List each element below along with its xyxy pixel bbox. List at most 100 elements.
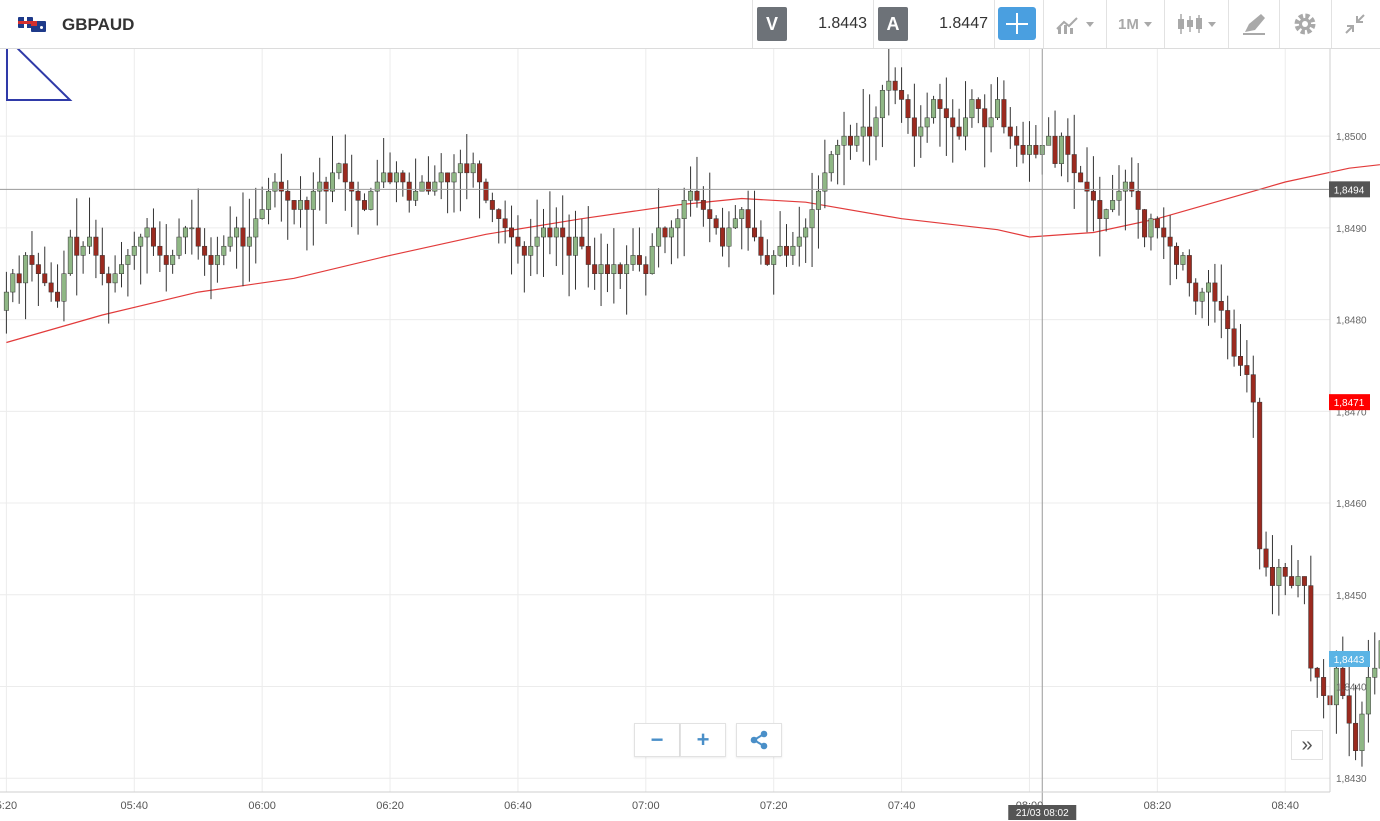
toolbar: GBPAUD V 1.8443 A 1.8447 1M [0, 0, 1380, 49]
candle [464, 134, 470, 200]
candle [1001, 80, 1007, 134]
candle [790, 231, 796, 265]
candle [1353, 684, 1359, 761]
candle [285, 180, 291, 240]
candle [1231, 309, 1237, 367]
y-tick-label: 1,8480 [1336, 316, 1367, 327]
candle [291, 200, 297, 225]
candle [534, 199, 540, 275]
drawing-pen-icon [1243, 14, 1265, 35]
scroll-to-latest-button[interactable]: » [1291, 730, 1323, 760]
candle [1193, 278, 1199, 315]
candle [521, 241, 527, 293]
candle [304, 196, 310, 251]
candle [349, 154, 355, 228]
ask-value: 1.8447 [939, 15, 988, 32]
candle [361, 193, 367, 212]
candle [886, 49, 892, 116]
collapse-button[interactable] [1343, 8, 1367, 40]
candle [873, 106, 879, 161]
crosshair-price-tag: 1,8494 [1329, 181, 1370, 198]
zoom-in-button[interactable]: + [680, 723, 726, 757]
candle [950, 99, 956, 163]
candle [668, 220, 674, 265]
candle [342, 134, 348, 211]
candle [170, 249, 176, 274]
share-icon [750, 730, 768, 750]
candle [246, 198, 252, 282]
y-tick-label: 1,8450 [1336, 591, 1367, 602]
candle [330, 135, 335, 203]
toolbar-divider [994, 0, 995, 48]
candle [202, 228, 208, 276]
ask-quote-button[interactable]: A 1.8447 [878, 5, 994, 43]
candle [1276, 558, 1282, 616]
indicators-icon [1056, 17, 1078, 34]
chart-type-button[interactable] [1177, 8, 1216, 40]
candle [67, 229, 73, 276]
settings-button[interactable] [1292, 8, 1318, 40]
candle [1180, 252, 1186, 271]
candle [1142, 208, 1148, 248]
candle [3, 271, 9, 334]
candle [278, 153, 284, 222]
candle [809, 172, 815, 268]
candle [662, 226, 668, 254]
zoom-out-button[interactable]: − [634, 723, 680, 757]
candle [1212, 263, 1218, 323]
zoom-controls: − + [634, 723, 782, 757]
candle [1174, 242, 1180, 280]
candle [1097, 176, 1103, 257]
candle [425, 156, 431, 195]
candle [566, 214, 572, 297]
svg-text:1,8494: 1,8494 [1334, 185, 1365, 196]
price-chart[interactable]: 1,8430 1,8440 1,8450 1,8460 1,8470 1,8480 1,84… [0, 49, 1380, 821]
candle [259, 186, 265, 220]
x-tick-label: 07:00 [632, 800, 660, 812]
candle [694, 156, 700, 208]
candle [80, 241, 86, 274]
candle [1372, 632, 1378, 695]
candle [23, 252, 29, 320]
candle [406, 172, 412, 213]
crosshair-button[interactable] [998, 7, 1036, 40]
candle [611, 228, 617, 304]
candle [739, 207, 745, 250]
candle [1295, 560, 1301, 598]
candle [125, 249, 131, 297]
candle [1103, 208, 1109, 232]
candle [48, 262, 54, 302]
symbol-selector[interactable]: GBPAUD [18, 12, 134, 38]
zoom-out-icon: − [650, 727, 664, 752]
candle [745, 190, 751, 251]
candle [208, 237, 214, 300]
candle [253, 187, 259, 264]
candle [956, 108, 962, 140]
share-button[interactable] [736, 723, 782, 757]
bid-quote-button[interactable]: V 1.8443 [757, 5, 873, 43]
candle [234, 216, 240, 269]
candle [784, 224, 789, 267]
triangle-drawing[interactable] [6, 49, 73, 101]
x-tick-label: 06:00 [248, 800, 276, 812]
candle [10, 268, 16, 303]
y-tick-label: 1,8490 [1336, 224, 1367, 235]
candle [752, 190, 758, 242]
svg-text:1,8471: 1,8471 [1334, 398, 1365, 409]
candle [1199, 287, 1205, 319]
candle [771, 250, 777, 295]
chevron-down-icon [1143, 21, 1152, 27]
bid-label: V [757, 7, 787, 41]
candle [74, 198, 80, 296]
chevron-down-icon [1086, 21, 1094, 27]
x-tick-label: 08:40 [1271, 800, 1299, 812]
candle [393, 161, 399, 203]
drawing-tools-button[interactable] [1241, 8, 1267, 40]
indicators-button[interactable] [1055, 8, 1094, 40]
collapse-icon [1345, 14, 1365, 34]
timeframe-dropdown[interactable]: 1M [1118, 8, 1152, 40]
candle [1026, 121, 1032, 182]
x-tick-label: 06:40 [504, 800, 532, 812]
candle [1129, 157, 1135, 198]
candle [764, 239, 770, 266]
